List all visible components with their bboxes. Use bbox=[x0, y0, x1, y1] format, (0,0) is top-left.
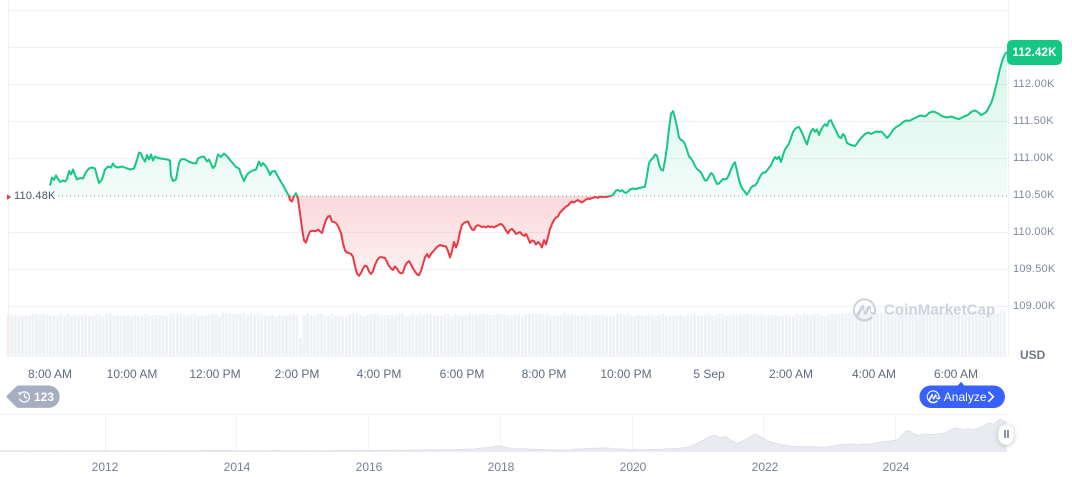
svg-text:123: 123 bbox=[34, 390, 54, 404]
svg-text:Analyze: Analyze bbox=[944, 390, 987, 404]
